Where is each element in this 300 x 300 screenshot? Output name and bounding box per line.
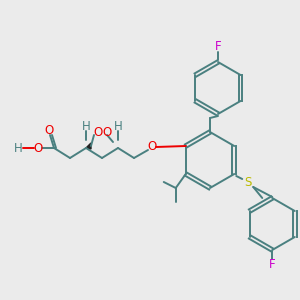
- Text: O: O: [93, 125, 103, 139]
- Text: O: O: [33, 142, 43, 154]
- Text: O: O: [44, 124, 54, 136]
- Text: S: S: [244, 176, 252, 188]
- Text: O: O: [147, 140, 157, 154]
- Polygon shape: [86, 143, 91, 149]
- Text: H: H: [82, 121, 90, 134]
- Text: H: H: [14, 142, 22, 154]
- Text: O: O: [102, 125, 112, 139]
- Text: F: F: [215, 40, 221, 53]
- Text: H: H: [114, 121, 122, 134]
- Text: F: F: [269, 257, 276, 271]
